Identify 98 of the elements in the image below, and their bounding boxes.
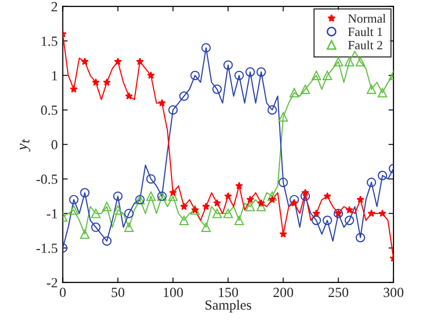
legend-label: Normal xyxy=(348,14,386,23)
x-tick-label: 50 xyxy=(112,288,124,298)
x-tick-label: 150 xyxy=(218,288,238,298)
point xyxy=(300,191,310,201)
point xyxy=(278,178,288,188)
point xyxy=(368,209,376,217)
point xyxy=(300,84,310,94)
point xyxy=(234,70,244,80)
point xyxy=(113,191,123,201)
point xyxy=(366,178,376,188)
point xyxy=(323,192,332,200)
point xyxy=(124,208,134,218)
point xyxy=(334,56,344,66)
point xyxy=(301,188,310,196)
point xyxy=(223,60,233,70)
point xyxy=(102,202,112,212)
point xyxy=(69,194,78,204)
point xyxy=(113,205,123,215)
x-tick-label: 100 xyxy=(164,288,183,298)
point xyxy=(69,205,78,215)
point xyxy=(267,191,277,201)
point xyxy=(245,202,255,212)
point xyxy=(91,222,101,232)
point xyxy=(268,196,276,204)
x-axis-title: Samples xyxy=(206,300,252,313)
point xyxy=(102,78,111,86)
point xyxy=(322,70,332,80)
point xyxy=(70,85,78,93)
point xyxy=(212,84,222,94)
point xyxy=(322,216,332,226)
point xyxy=(356,196,364,204)
point xyxy=(234,216,244,226)
y-tick-label: -0.5 xyxy=(36,174,58,184)
point xyxy=(290,199,298,206)
point xyxy=(91,208,101,218)
point xyxy=(125,92,133,100)
point xyxy=(136,58,144,65)
point xyxy=(256,67,266,77)
point xyxy=(179,91,189,101)
point xyxy=(290,88,299,98)
point xyxy=(147,71,155,79)
point xyxy=(356,232,366,242)
point xyxy=(378,88,388,98)
y-tick-label: -1.5 xyxy=(36,244,58,253)
point xyxy=(245,67,255,77)
point xyxy=(344,216,354,226)
y-tick-label: 1 xyxy=(52,71,58,80)
point xyxy=(378,209,386,217)
y-tick-label: -1 xyxy=(46,209,58,218)
point xyxy=(279,230,288,238)
y-tick-label: 0 xyxy=(51,140,58,150)
point xyxy=(202,202,210,210)
point xyxy=(366,84,376,94)
point xyxy=(356,56,366,66)
point xyxy=(235,182,243,190)
point xyxy=(344,56,354,66)
point xyxy=(169,188,177,196)
x-tick-label: 300 xyxy=(384,288,404,298)
y-tick-label: -2 xyxy=(46,278,58,288)
point xyxy=(80,229,90,239)
x-tick-label: 200 xyxy=(273,288,294,298)
point xyxy=(223,208,233,218)
point xyxy=(312,209,320,217)
legend-label: Fault 1 xyxy=(348,27,382,36)
point xyxy=(180,202,188,210)
point xyxy=(80,188,90,198)
point xyxy=(158,99,166,106)
point xyxy=(124,222,134,232)
point xyxy=(201,222,211,232)
point xyxy=(168,105,178,115)
point xyxy=(290,194,299,204)
point xyxy=(92,78,100,86)
point xyxy=(257,199,266,206)
point xyxy=(179,216,189,226)
point xyxy=(312,70,322,80)
point xyxy=(267,105,277,115)
y-tick-label: 1.5 xyxy=(42,36,58,46)
point xyxy=(312,216,322,226)
point xyxy=(212,208,222,218)
y-axis-title: y$_{t}$ xyxy=(20,138,30,152)
y-tick-label: 2 xyxy=(52,2,58,12)
point xyxy=(80,58,89,65)
point xyxy=(278,112,288,122)
point xyxy=(378,170,388,180)
point xyxy=(102,236,112,246)
x-tick-label: 0 xyxy=(60,288,66,298)
point xyxy=(201,43,211,53)
point xyxy=(213,199,221,206)
point xyxy=(346,206,354,214)
point xyxy=(146,191,156,201)
point xyxy=(114,58,122,65)
y-tick-label: 0.5 xyxy=(41,106,58,115)
legend-label: Fault 2 xyxy=(348,40,382,50)
point xyxy=(146,174,156,184)
point xyxy=(246,196,254,204)
point xyxy=(190,70,200,80)
point xyxy=(224,192,232,200)
x-tick-label: 250 xyxy=(328,288,348,298)
